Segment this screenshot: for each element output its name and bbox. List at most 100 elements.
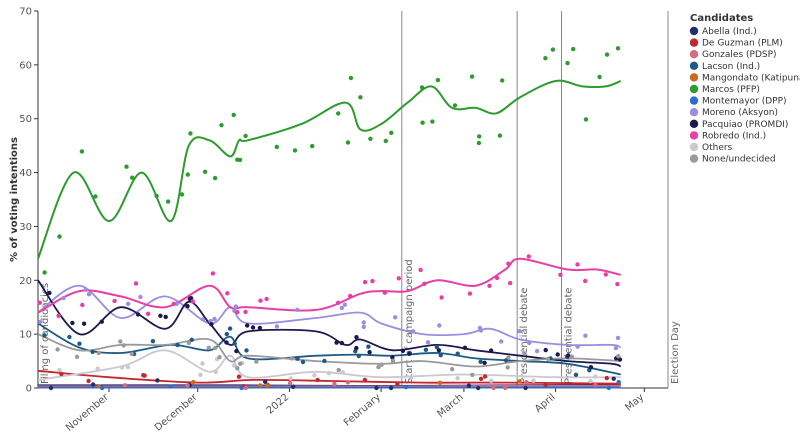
data-point <box>274 324 280 329</box>
data-point <box>575 262 580 267</box>
data-point <box>315 377 320 383</box>
data-point <box>119 365 125 370</box>
data-point <box>237 361 243 366</box>
data-point <box>179 192 185 197</box>
data-point <box>388 385 394 391</box>
data-point <box>188 131 193 136</box>
data-point <box>322 358 327 364</box>
data-point <box>505 365 510 370</box>
data-point <box>499 339 504 344</box>
data-point <box>478 359 483 364</box>
data-point <box>482 374 488 379</box>
data-point <box>289 356 294 361</box>
data-point <box>86 378 91 384</box>
data-point <box>190 299 195 304</box>
data-point <box>367 350 372 355</box>
data-point <box>396 276 401 281</box>
data-point <box>158 313 163 318</box>
series-line <box>37 257 621 314</box>
y-tick-label: 60 <box>19 60 32 71</box>
data-point <box>224 331 229 337</box>
data-point <box>61 295 66 301</box>
data-point <box>244 348 249 353</box>
data-point <box>382 290 387 295</box>
data-point <box>356 353 361 359</box>
data-point <box>593 374 598 379</box>
legend-entry: Marcos (PFP) <box>702 85 760 95</box>
data-point <box>264 296 269 302</box>
data-point <box>390 358 396 363</box>
data-point <box>237 157 243 163</box>
data-point <box>258 298 263 303</box>
data-point <box>236 374 242 379</box>
data-point <box>340 370 346 375</box>
data-point <box>175 342 180 348</box>
data-point <box>234 348 239 354</box>
data-point <box>438 353 443 358</box>
data-point <box>358 95 363 100</box>
data-point <box>59 371 64 377</box>
data-point <box>138 294 143 300</box>
data-point <box>124 164 129 169</box>
data-point <box>287 380 293 386</box>
data-point <box>125 301 131 306</box>
event-label: Presidential debate <box>519 287 530 384</box>
data-point <box>312 373 317 378</box>
data-point <box>531 378 536 383</box>
legend-swatch <box>689 119 699 128</box>
data-point <box>70 320 75 326</box>
data-point <box>250 325 256 330</box>
data-point <box>217 355 222 360</box>
data-point <box>467 291 473 296</box>
data-point <box>141 373 146 378</box>
data-point <box>482 360 487 365</box>
data-point <box>543 347 548 353</box>
legend-entry: Montemayor (DPP) <box>702 97 787 107</box>
data-point <box>615 46 621 51</box>
legend-swatch <box>689 96 699 105</box>
data-point <box>588 365 594 370</box>
data-point <box>354 345 359 351</box>
data-point <box>288 376 293 381</box>
data-point <box>593 382 598 388</box>
data-point <box>90 349 95 354</box>
legend-entry: De Guzman (PLM) <box>702 39 783 49</box>
data-point <box>566 353 571 358</box>
data-point <box>583 333 588 338</box>
data-point <box>245 323 250 328</box>
data-point <box>469 74 475 79</box>
legend-entry: Robredo (Ind.) <box>702 131 766 141</box>
legend-title: Candidates <box>690 13 753 24</box>
legend-swatch <box>689 142 699 152</box>
series-line <box>37 333 621 368</box>
data-point <box>210 271 216 276</box>
legend-entry: None/undecided <box>702 155 776 165</box>
legend-entry: Moreno (Aksyon) <box>702 108 778 118</box>
data-point <box>254 359 259 364</box>
legend-swatch <box>689 50 699 59</box>
data-point <box>354 335 359 340</box>
data-point <box>209 322 214 327</box>
data-point <box>489 378 494 383</box>
data-point <box>430 119 435 124</box>
data-point <box>235 366 240 371</box>
legend-swatch <box>689 61 699 70</box>
data-point <box>336 367 341 373</box>
data-point <box>189 337 194 342</box>
data-point <box>569 354 574 359</box>
legend-entry: Mangondato (Katipunan) <box>702 73 800 83</box>
data-point <box>55 347 60 352</box>
y-tick-label: 0 <box>26 384 32 395</box>
data-point <box>466 383 472 388</box>
x-tick-label: May <box>623 392 646 414</box>
data-point <box>233 304 239 309</box>
event-label: Start of campaign period <box>404 259 415 384</box>
data-point <box>597 74 602 80</box>
data-point <box>470 372 475 378</box>
data-point <box>83 287 89 292</box>
data-point <box>345 380 351 385</box>
data-point <box>191 379 196 385</box>
data-point <box>476 385 481 391</box>
data-point <box>212 175 218 181</box>
